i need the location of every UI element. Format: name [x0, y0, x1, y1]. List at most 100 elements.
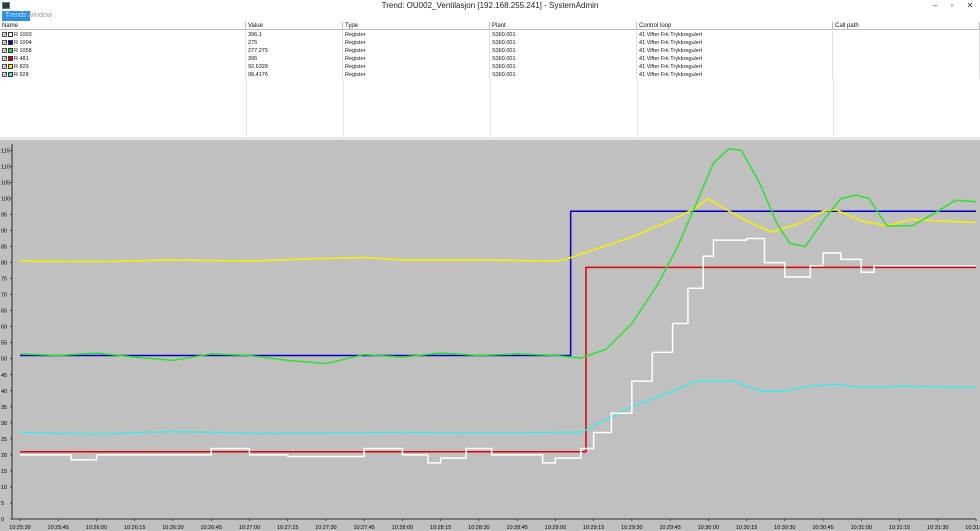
x-tick-label: 10:31:45	[965, 525, 980, 531]
x-tick-label: 10:25:45	[48, 525, 69, 531]
signal-name: R 481	[14, 56, 29, 62]
close-button[interactable]: ✕	[966, 1, 974, 10]
y-tick-label: 115	[1, 148, 10, 154]
minimize-button[interactable]: –	[932, 1, 938, 10]
signal-plant: S360.001	[490, 55, 637, 63]
series-color-swatch	[8, 32, 13, 38]
table-row-name[interactable]: ✓ R 1058	[0, 47, 246, 55]
x-tick-label: 10:28:45	[506, 525, 527, 531]
row-checkbox[interactable]: ✓	[2, 56, 8, 63]
y-tick-label: 10	[1, 485, 7, 491]
signal-call-path	[833, 63, 980, 71]
y-tick-label: 105	[1, 180, 10, 186]
signal-name: R 1058	[14, 48, 32, 54]
y-tick-label: 60	[1, 325, 7, 331]
signal-value: 396,1	[246, 31, 343, 39]
column-divider	[833, 79, 834, 137]
column-divider	[343, 79, 344, 137]
menu-window[interactable]: Window	[27, 12, 52, 19]
signal-name: R 1004	[14, 40, 32, 46]
menu-trends[interactable]: Trends	[2, 11, 30, 21]
y-tick-label: 50	[1, 357, 7, 363]
column-divider	[246, 79, 247, 137]
x-tick-label: 10:31:30	[927, 525, 948, 531]
x-tick-label: 10:30:00	[698, 525, 719, 531]
row-checkbox[interactable]: ✓	[2, 40, 8, 47]
signal-call-path	[833, 55, 980, 63]
y-tick-label: 90	[1, 229, 7, 235]
series-color-swatch	[8, 56, 13, 62]
signal-name: R 928	[14, 72, 29, 78]
x-tick-label: 10:28:30	[468, 525, 489, 531]
y-tick-label: 85	[1, 245, 7, 251]
row-checkbox[interactable]: ✓	[2, 64, 8, 71]
x-tick-label: 10:25:30	[9, 525, 30, 531]
x-tick-label: 10:31:00	[851, 525, 872, 531]
table-row-name[interactable]: ✓ R 829	[0, 63, 246, 71]
signal-call-path	[833, 31, 980, 39]
trend-chart[interactable]: 0 5 10 15 20 25 30 35 40 45 50 55 60 65 70 75 80 85 90 95 10…	[0, 140, 980, 531]
y-tick-label: 45	[1, 373, 7, 379]
menu-bar: Trends Window	[0, 11, 980, 21]
y-tick-label: 65	[1, 309, 7, 315]
col-header-type[interactable]: Type	[343, 22, 490, 30]
signal-call-path	[833, 39, 980, 47]
signal-type: Register	[343, 63, 490, 71]
series-line-r-1058	[19, 148, 977, 365]
column-divider	[490, 79, 491, 137]
signal-control-loop: 41 Vifter Frk Trykkregulert	[637, 47, 833, 55]
x-tick-label: 10:27:45	[353, 525, 374, 531]
col-header-value[interactable]: Value	[246, 22, 343, 30]
x-tick-label: 10:29:15	[583, 525, 604, 531]
column-divider	[637, 79, 638, 137]
series-color-swatch	[8, 72, 13, 78]
series-color-swatch	[8, 64, 13, 70]
signal-control-loop: 41 Vifter Frk Trykkregulert	[637, 31, 833, 39]
x-tick-label: 10:28:15	[430, 525, 451, 531]
table-row-name[interactable]: ✓ R 928	[0, 71, 246, 79]
x-tick-label: 10:26:45	[200, 525, 221, 531]
table-row-name[interactable]: ✓ R 1004	[0, 39, 246, 47]
signal-plant: S360.001	[490, 63, 637, 71]
row-checkbox[interactable]: ✓	[2, 32, 8, 39]
x-tick-label: 10:29:30	[621, 525, 642, 531]
x-tick-label: 10:31:15	[889, 525, 910, 531]
signal-type: Register	[343, 39, 490, 47]
signal-plant: S360.001	[490, 39, 637, 47]
signal-control-loop: 41 Vifter Frk Trykkregulert	[637, 39, 833, 47]
y-tick-label: 5	[1, 501, 4, 507]
app-icon	[2, 2, 10, 9]
series-line-r-829	[19, 197, 977, 263]
plot-background	[0, 140, 980, 531]
series-line-r-481	[20, 266, 976, 453]
y-tick-label: 55	[1, 341, 7, 347]
y-tick-label: 100	[1, 196, 10, 202]
signal-type: Register	[343, 47, 490, 55]
signal-table: Name Value Type Plant Control loop Call …	[0, 22, 980, 137]
x-tick-label: 10:27:00	[239, 525, 260, 531]
signal-value: 98,4176	[246, 71, 343, 79]
col-header-call-path[interactable]: Call path	[833, 22, 980, 30]
col-header-plant[interactable]: Plant	[490, 22, 637, 30]
table-row-name[interactable]: ✓ R 1003	[0, 31, 246, 39]
table-row-name[interactable]: ✓ R 481	[0, 55, 246, 63]
x-tick-label: 10:27:30	[315, 525, 336, 531]
signal-name: R 829	[14, 64, 29, 70]
signal-value: 277,275	[246, 47, 343, 55]
signal-control-loop: 41 Vifter Frk Trykkregulert	[637, 63, 833, 71]
y-tick-label: 15	[1, 469, 7, 475]
signal-control-loop: 41 Vifter Frk Trykkregulert	[637, 55, 833, 63]
splitter[interactable]	[0, 137, 980, 140]
maximize-button[interactable]: ▫	[950, 1, 954, 10]
title-bar: Trend: OU002_Ventilasjon [192.168.255.24…	[0, 0, 980, 11]
signal-type: Register	[343, 31, 490, 39]
x-tick-label: 10:26:15	[124, 525, 145, 531]
signal-value: 395	[246, 55, 343, 63]
row-checkbox[interactable]: ✓	[2, 48, 8, 55]
y-tick-label: 110	[1, 164, 10, 170]
row-checkbox[interactable]: ✓	[2, 72, 8, 79]
col-header-name[interactable]: Name	[0, 22, 246, 30]
series-line-r-1004	[20, 210, 976, 357]
x-tick-label: 10:30:45	[812, 525, 833, 531]
col-header-control-loop[interactable]: Control loop	[637, 22, 833, 30]
